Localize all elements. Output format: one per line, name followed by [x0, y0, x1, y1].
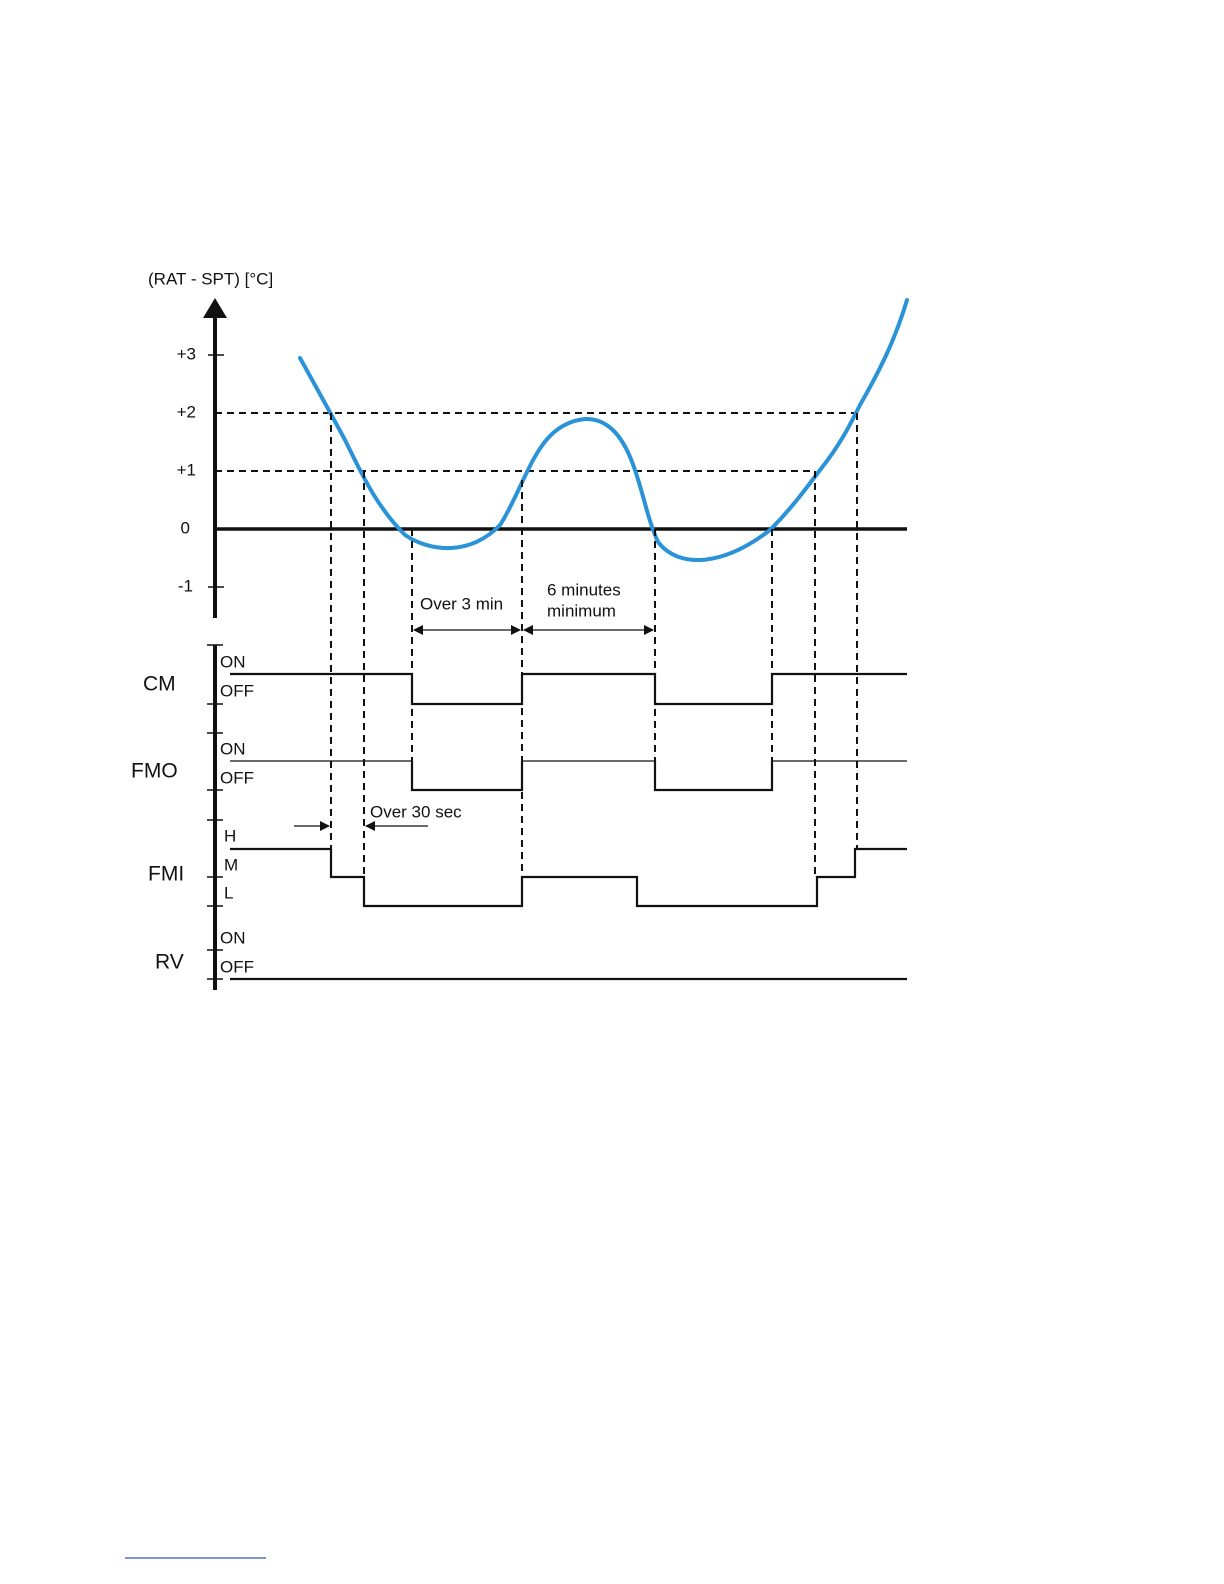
- level-label: OFF: [220, 681, 254, 700]
- cm-waveform: [230, 672, 907, 706]
- level-label: L: [224, 883, 233, 902]
- level-label: ON: [220, 652, 246, 671]
- signal-name: RV: [155, 951, 184, 974]
- level-label: H: [224, 826, 236, 845]
- tick-label: +1: [177, 460, 196, 479]
- level-label: OFF: [220, 957, 254, 976]
- ticks: [208, 354, 224, 588]
- signal-ticks: [207, 644, 223, 980]
- annotation: Over 3 min: [420, 594, 503, 613]
- annotation: minimum: [547, 601, 616, 620]
- annotation: Over 30 sec: [370, 802, 462, 821]
- signal-name: FMO: [131, 760, 178, 783]
- level-label: OFF: [220, 768, 254, 787]
- tick-label: +3: [177, 344, 196, 363]
- level-label: M: [224, 855, 238, 874]
- annotation: 6 minutes: [547, 580, 621, 599]
- tick-label: -1: [178, 576, 193, 595]
- level-label: ON: [220, 928, 246, 947]
- signal-name: FMI: [148, 863, 184, 886]
- temperature-curve: [298, 298, 909, 563]
- signal-name: CM: [143, 673, 176, 696]
- level-label: ON: [220, 739, 246, 758]
- fmo-waveform: [410, 761, 774, 792]
- guides: [330, 413, 858, 905]
- axis-arrow: [203, 298, 227, 318]
- fmi-waveform: [230, 847, 907, 908]
- tick-label: 0: [181, 518, 190, 537]
- axis-label: (RAT - SPT) [°C]: [148, 269, 273, 288]
- tick-label: +2: [177, 402, 196, 421]
